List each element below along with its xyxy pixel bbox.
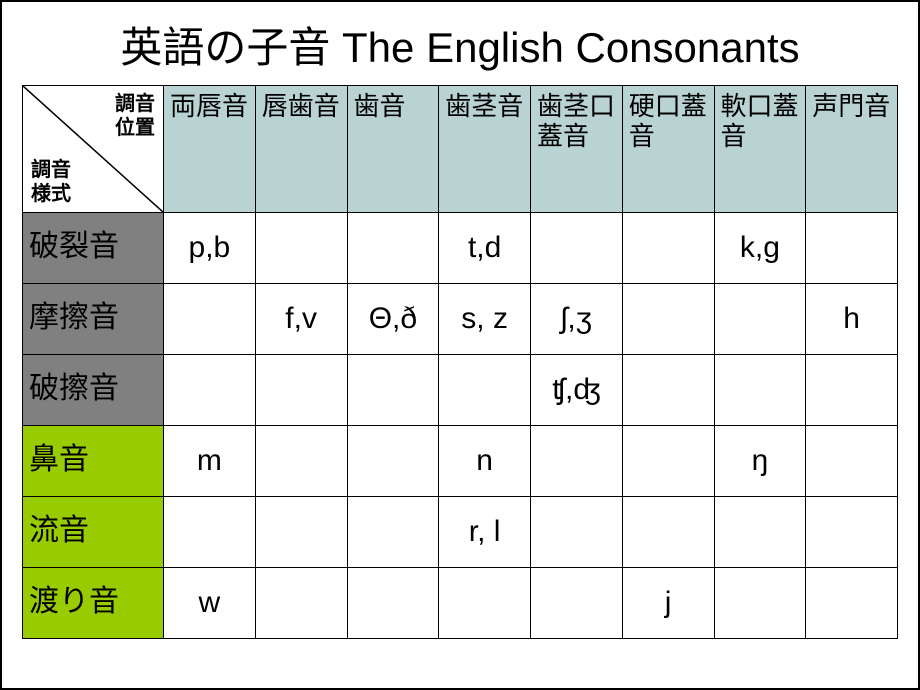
table-cell bbox=[531, 426, 623, 497]
slide-frame: 英語の子音 The English Consonants 調音位置 調音様式 両… bbox=[0, 0, 920, 690]
row-head: 破擦音 bbox=[23, 355, 164, 426]
table-cell bbox=[347, 568, 439, 639]
table-cell: j bbox=[622, 568, 714, 639]
table-cell: Θ,ð bbox=[347, 284, 439, 355]
table-cell: s, z bbox=[439, 284, 531, 355]
table-cell bbox=[164, 284, 256, 355]
table-cell: m bbox=[164, 426, 256, 497]
col-head: 声門音 bbox=[806, 86, 898, 213]
table-cell bbox=[622, 426, 714, 497]
table-cell bbox=[255, 426, 347, 497]
col-head: 唇歯音 bbox=[255, 86, 347, 213]
col-head: 歯茎音 bbox=[439, 86, 531, 213]
col-head: 両唇音 bbox=[164, 86, 256, 213]
table-cell bbox=[347, 497, 439, 568]
row-head: 鼻音 bbox=[23, 426, 164, 497]
table-cell bbox=[255, 213, 347, 284]
table-cell bbox=[347, 355, 439, 426]
table-row: 破擦音 ʧ,ʤ bbox=[23, 355, 898, 426]
table-cell: ʃ,ʒ bbox=[531, 284, 623, 355]
table-cell: t,d bbox=[439, 213, 531, 284]
table-cell bbox=[164, 497, 256, 568]
table-cell bbox=[806, 426, 898, 497]
table-row: 破裂音p,b t,d k,g bbox=[23, 213, 898, 284]
table-cell bbox=[255, 497, 347, 568]
table-cell bbox=[806, 213, 898, 284]
table-cell bbox=[531, 213, 623, 284]
table-cell bbox=[806, 497, 898, 568]
table-cell: k,g bbox=[714, 213, 806, 284]
row-head: 流音 bbox=[23, 497, 164, 568]
row-head: 摩擦音 bbox=[23, 284, 164, 355]
col-head: 硬口蓋音 bbox=[622, 86, 714, 213]
table-cell bbox=[622, 213, 714, 284]
table-cell bbox=[714, 355, 806, 426]
table-cell: ʧ,ʤ bbox=[531, 355, 623, 426]
row-head: 破裂音 bbox=[23, 213, 164, 284]
col-head: 歯音 bbox=[347, 86, 439, 213]
table-cell bbox=[714, 497, 806, 568]
table-cell: h bbox=[806, 284, 898, 355]
table-cell bbox=[255, 355, 347, 426]
table-body: 破裂音p,b t,d k,g 摩擦音 f,vΘ,ðs, zʃ,ʒ h 破擦音 ʧ,ʤ 鼻音m n ŋ… bbox=[23, 213, 898, 639]
table-cell bbox=[439, 355, 531, 426]
col-head: 軟口蓋音 bbox=[714, 86, 806, 213]
table-cell bbox=[531, 497, 623, 568]
table-cell bbox=[714, 284, 806, 355]
table-cell bbox=[531, 568, 623, 639]
table-cell: r, l bbox=[439, 497, 531, 568]
table-row: 鼻音m n ŋ bbox=[23, 426, 898, 497]
table-cell bbox=[622, 284, 714, 355]
table-cell bbox=[622, 355, 714, 426]
table-cell bbox=[347, 426, 439, 497]
table-cell: ŋ bbox=[714, 426, 806, 497]
table-row: 流音 r, l bbox=[23, 497, 898, 568]
table-cell: w bbox=[164, 568, 256, 639]
table-cell bbox=[347, 213, 439, 284]
consonant-table: 調音位置 調音様式 両唇音 唇歯音 歯音 歯茎音 歯茎口蓋音 硬口蓋音 軟口蓋音… bbox=[22, 85, 898, 639]
corner-bottom-label: 調音様式 bbox=[31, 158, 71, 206]
corner-top-label: 調音位置 bbox=[115, 92, 155, 140]
corner-cell: 調音位置 調音様式 bbox=[23, 86, 164, 213]
table-cell bbox=[622, 497, 714, 568]
table-cell: f,v bbox=[255, 284, 347, 355]
row-head: 渡り音 bbox=[23, 568, 164, 639]
table-cell bbox=[439, 568, 531, 639]
col-head: 歯茎口蓋音 bbox=[531, 86, 623, 213]
table-row: 摩擦音 f,vΘ,ðs, zʃ,ʒ h bbox=[23, 284, 898, 355]
page-title: 英語の子音 The English Consonants bbox=[22, 14, 898, 75]
table-cell bbox=[806, 568, 898, 639]
table-cell: p,b bbox=[164, 213, 256, 284]
table-cell bbox=[255, 568, 347, 639]
table-cell bbox=[806, 355, 898, 426]
table-cell bbox=[164, 355, 256, 426]
table-cell: n bbox=[439, 426, 531, 497]
table-row: 渡り音w j bbox=[23, 568, 898, 639]
table-cell bbox=[714, 568, 806, 639]
